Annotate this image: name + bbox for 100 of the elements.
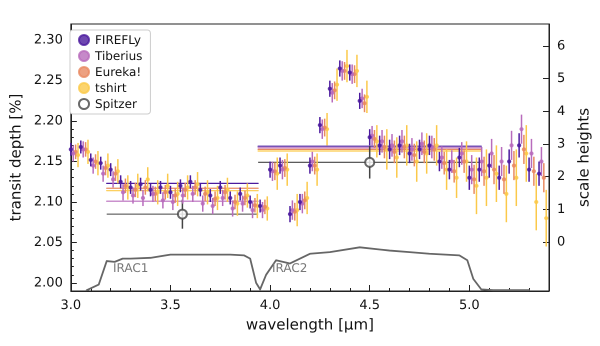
point	[100, 172, 106, 176]
point	[113, 172, 118, 176]
point	[130, 193, 136, 198]
point	[190, 192, 195, 196]
point	[474, 184, 479, 188]
point	[76, 152, 80, 158]
point	[260, 208, 265, 212]
point	[397, 143, 402, 148]
point	[499, 159, 504, 164]
point	[420, 142, 424, 146]
point	[212, 196, 218, 201]
point	[414, 159, 419, 164]
point	[519, 127, 524, 132]
legend-label: Tiberius	[94, 49, 142, 63]
point	[348, 70, 352, 75]
y2-tick-label: 3	[557, 136, 566, 152]
point	[178, 184, 183, 188]
point	[138, 182, 143, 186]
y-tick-label: 2.00	[34, 275, 63, 290]
point	[262, 204, 268, 210]
point	[248, 200, 252, 204]
point	[364, 156, 376, 168]
point	[532, 169, 536, 174]
point	[108, 167, 113, 172]
point	[163, 190, 168, 194]
point	[489, 151, 494, 156]
point	[314, 167, 320, 172]
point	[68, 147, 73, 152]
point	[516, 143, 522, 148]
point	[390, 143, 394, 148]
point	[450, 159, 454, 164]
point	[238, 192, 242, 196]
point	[454, 176, 459, 180]
point	[258, 204, 262, 208]
y2-tick-label: 1	[557, 202, 566, 217]
point	[374, 139, 380, 144]
point	[168, 190, 173, 194]
legend-label: Eureka!	[95, 65, 142, 79]
point	[380, 139, 384, 144]
point	[487, 163, 492, 168]
point	[312, 163, 317, 168]
point	[392, 150, 397, 154]
point	[330, 90, 334, 95]
point	[394, 155, 399, 160]
x-tick-label: 4.0	[260, 298, 280, 313]
y2-tick-label: 5	[557, 71, 566, 86]
point	[158, 185, 163, 190]
point	[524, 151, 528, 156]
point	[275, 172, 280, 176]
y-tick-label: 2.05	[34, 234, 63, 250]
point	[78, 144, 83, 150]
point	[252, 203, 258, 208]
point	[502, 177, 506, 182]
point	[402, 144, 407, 150]
point	[298, 200, 302, 204]
point	[534, 200, 538, 204]
y-tick-label: 2.10	[34, 194, 63, 210]
point	[128, 185, 133, 190]
point	[143, 185, 148, 190]
x-tick-label: 5.0	[458, 298, 480, 313]
point	[536, 172, 542, 176]
point	[526, 167, 532, 172]
point	[472, 177, 476, 182]
point	[198, 188, 202, 192]
point	[93, 159, 98, 164]
point	[110, 177, 116, 182]
point	[193, 185, 198, 190]
point	[522, 147, 526, 152]
point	[183, 188, 188, 192]
annotation: IRAC1	[113, 261, 148, 275]
point	[308, 163, 312, 168]
point	[354, 68, 360, 74]
point	[176, 208, 188, 220]
point	[290, 208, 295, 212]
point	[460, 151, 464, 156]
point	[288, 212, 292, 216]
point	[88, 158, 93, 162]
point	[180, 193, 185, 198]
point	[278, 163, 282, 168]
point	[447, 167, 452, 172]
point	[477, 167, 482, 172]
point	[245, 193, 250, 198]
point	[91, 163, 96, 168]
point	[210, 204, 215, 208]
point	[268, 167, 272, 172]
point	[539, 159, 544, 164]
point	[412, 152, 416, 158]
point	[372, 136, 377, 142]
point	[362, 101, 367, 106]
point	[440, 155, 444, 160]
point	[328, 86, 332, 91]
x-axis-title: wavelength [μm]	[246, 316, 374, 334]
point	[368, 135, 372, 140]
point	[467, 176, 472, 180]
point	[358, 98, 362, 104]
legend-label: FIREFLy	[95, 33, 141, 47]
point	[378, 143, 382, 148]
point	[218, 185, 222, 190]
point	[280, 167, 285, 172]
point	[222, 190, 228, 194]
